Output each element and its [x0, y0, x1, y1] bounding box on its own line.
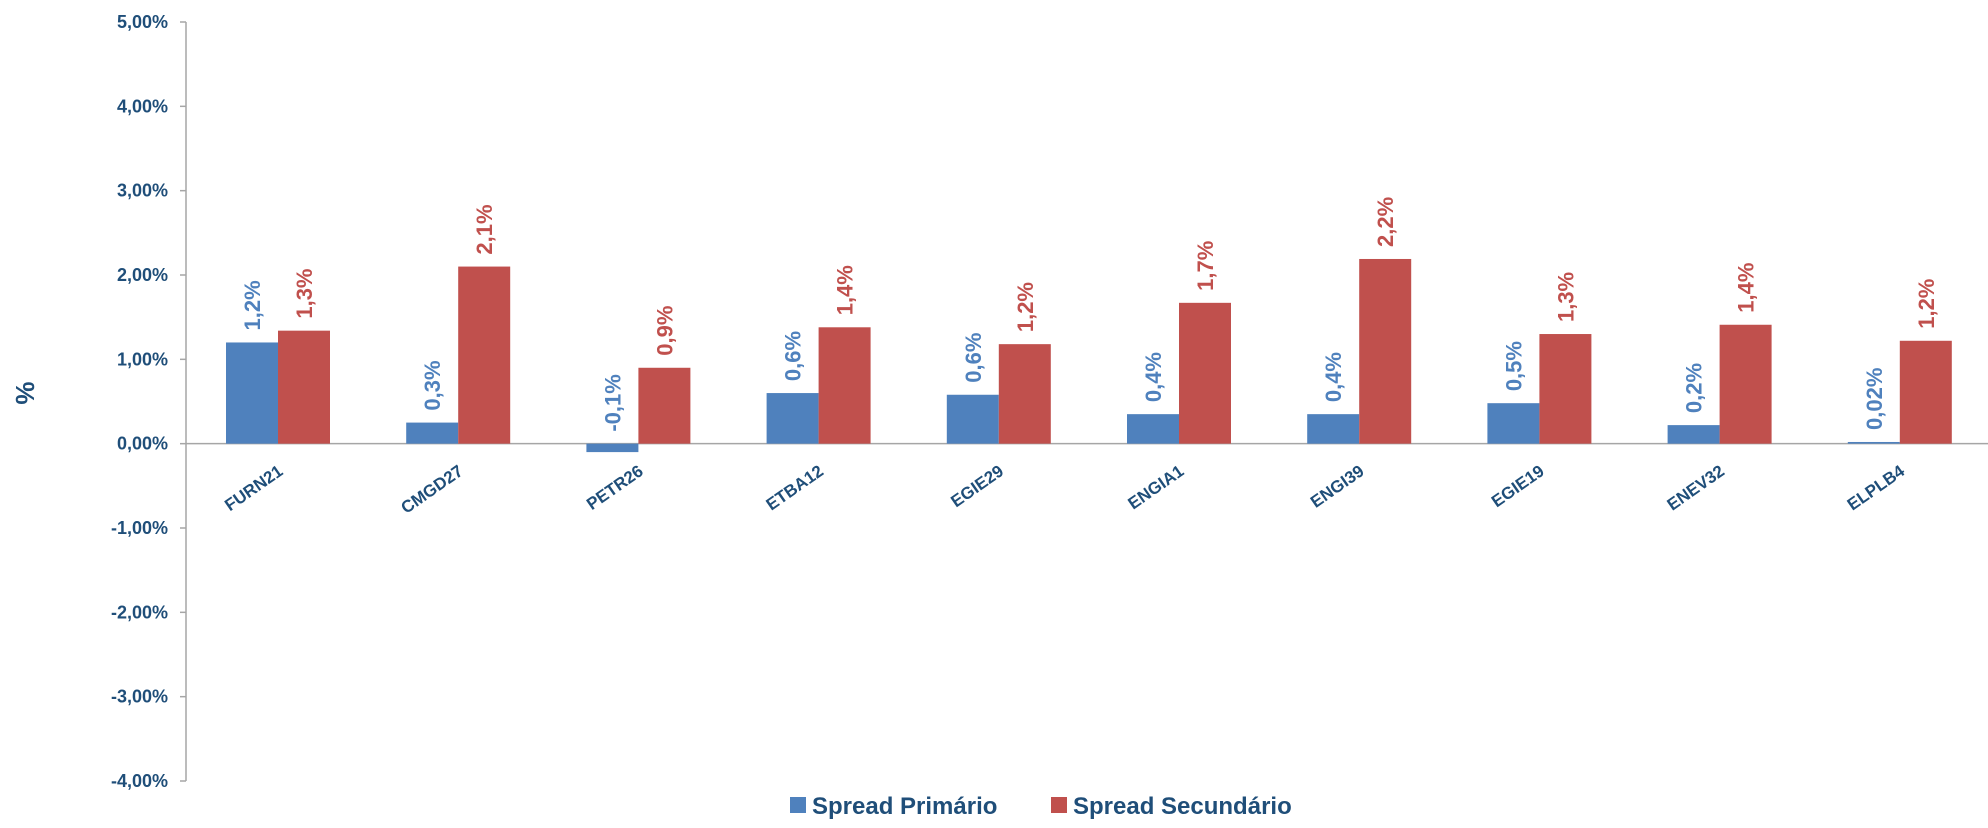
data-label: 0,6%: [961, 333, 986, 383]
x-tick-label: ENEV32: [1664, 461, 1728, 514]
data-label: 0,4%: [1321, 352, 1346, 402]
x-tick-label: ELPLB4: [1844, 461, 1909, 514]
bar-primario-elplb4: [1847, 441, 1900, 444]
bar-secundario-cmgd27: [458, 266, 511, 444]
bar-secundario-petr26: [638, 367, 691, 444]
y-tick-label: -4,00%: [111, 771, 168, 791]
data-label: 0,4%: [1141, 352, 1166, 402]
data-label: 0,2%: [1682, 363, 1707, 413]
bar-primario-enev32: [1667, 425, 1720, 444]
legend: Spread Primário Spread Secundário: [790, 793, 1292, 820]
x-tick-label: ENGIA1: [1125, 461, 1188, 513]
bar-secundario-engi39: [1359, 258, 1412, 444]
x-tick-label: CMGD27: [398, 461, 467, 517]
x-tick-label: PETR26: [583, 461, 647, 513]
y-tick-label: 0,00%: [117, 434, 168, 454]
data-label: 2,2%: [1373, 197, 1398, 247]
bar-secundario-egie29: [998, 344, 1051, 444]
x-tick-label: FURN21: [221, 461, 286, 514]
bar-primario-petr26: [586, 443, 639, 453]
data-label: 0,3%: [420, 360, 445, 410]
bar-primario-egie29: [946, 394, 999, 444]
y-tick-label: 2,00%: [117, 265, 168, 285]
data-label: 0,5%: [1501, 341, 1526, 391]
data-label: 1,3%: [292, 269, 317, 319]
category-labels: FURN21 CMGD27 PETR26 ETBA12 EGIE29 ENGIA1 ENGI…: [221, 461, 1908, 518]
bar-secundario-furn21: [278, 330, 330, 444]
legend-label-primario: Spread Primário: [812, 793, 997, 820]
y-tick-label: 3,00%: [117, 181, 168, 201]
y-axis-title: %: [10, 381, 40, 404]
bar-secundario-egie19: [1539, 334, 1592, 444]
y-tick-label: 5,00%: [117, 12, 168, 32]
bar-primario-engia1: [1127, 414, 1179, 444]
data-label: 1,2%: [1914, 279, 1939, 329]
x-tick-label: ENGI39: [1307, 461, 1367, 511]
bar-primario-cmgd27: [406, 422, 459, 444]
data-label: 1,3%: [1553, 272, 1578, 322]
y-axis: 5,00% 4,00% 3,00% 2,00% 1,00% 0,00% -1,00% -2,0…: [111, 12, 187, 791]
bar-secundario-elplb4: [1899, 340, 1952, 444]
data-label: 1,2%: [240, 280, 265, 330]
data-label: -0,1%: [600, 374, 625, 431]
data-labels: 1,2% 1,3% 0,3% 2,1% -0,1% 0,9% 0,6% 1,4% 0,6% 1,2…: [240, 197, 1939, 432]
bar-secundario-etba12: [818, 327, 871, 444]
legend-label-secundario: Spread Secundário: [1073, 793, 1292, 820]
bar-primario-furn21: [226, 342, 278, 444]
x-tick-label: ETBA12: [763, 461, 827, 514]
bars: [226, 258, 1952, 453]
data-label: 0,9%: [652, 306, 677, 356]
bar-primario-egie19: [1487, 403, 1540, 444]
y-tick-label: -1,00%: [111, 518, 168, 538]
x-tick-label: EGIE19: [1488, 461, 1548, 511]
y-tick-label: -2,00%: [111, 602, 168, 622]
bar-primario-engi39: [1307, 414, 1360, 444]
legend-swatch-secundario: [1051, 797, 1067, 813]
y-tick-label: 4,00%: [117, 96, 168, 116]
data-label: 1,2%: [1013, 282, 1038, 332]
x-tick-label: EGIE29: [947, 461, 1007, 511]
data-label: 0,02%: [1862, 368, 1887, 430]
bar-primario-etba12: [766, 393, 819, 444]
y-tick-label: -3,00%: [111, 687, 168, 707]
legend-swatch-primario: [790, 797, 806, 813]
data-label: 1,7%: [1193, 241, 1218, 291]
data-label: 0,6%: [781, 331, 806, 381]
data-label: 2,1%: [472, 204, 497, 254]
data-label: 1,4%: [833, 265, 858, 315]
bar-secundario-enev32: [1719, 324, 1772, 444]
data-label: 1,4%: [1734, 263, 1759, 313]
bar-secundario-engia1: [1179, 302, 1231, 444]
y-tick-label: 1,00%: [117, 349, 168, 369]
